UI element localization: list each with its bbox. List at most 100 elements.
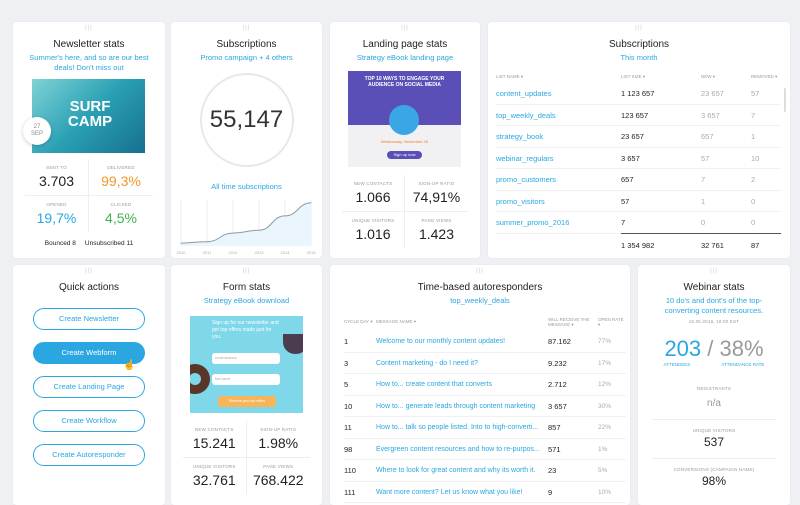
- card-subtitle: Summer's here, and so are our best deals…: [29, 53, 149, 72]
- table-cell: 110: [344, 466, 356, 475]
- card-title: Landing page stats: [362, 39, 448, 50]
- list-name-link[interactable]: webinar_regulars: [496, 153, 554, 163]
- stat-cell: Page views 768.422: [247, 458, 311, 494]
- table-cell: 5: [344, 380, 349, 389]
- quick-action-button[interactable]: Create Newsletter: [33, 308, 145, 330]
- column-header[interactable]: LIST NAME ▾: [496, 73, 524, 79]
- table-cell: 1%: [598, 445, 608, 453]
- drag-handle[interactable]: |||: [710, 268, 718, 274]
- preview-email-field: email address: [212, 352, 280, 364]
- table-cell: 1 123 657: [621, 88, 655, 98]
- drag-handle[interactable]: |||: [242, 25, 251, 31]
- drag-handle[interactable]: |||: [242, 268, 251, 274]
- webinar-stats-card: ||| Webinar stats 10 do's and dont's of …: [638, 265, 790, 505]
- column-header[interactable]: OPEN RATE ▾: [598, 316, 624, 327]
- list-name-link[interactable]: strategy_book: [496, 132, 544, 141]
- attendees-value: 203: [664, 335, 702, 361]
- column-header[interactable]: MESSAGE NAME ▾: [376, 319, 417, 325]
- table-row: webinar_regulars 3 657 57 10: [496, 147, 781, 169]
- table-cell: 657: [621, 175, 634, 184]
- stat-label: Sign-up ratio: [418, 180, 455, 186]
- drag-handle[interactable]: |||: [85, 268, 93, 274]
- table-cell: 57: [701, 153, 710, 163]
- table-cell: 111: [344, 487, 356, 497]
- opened-value: 19,7%: [36, 209, 77, 226]
- table-cell: 30%: [598, 402, 612, 410]
- message-link[interactable]: How to... talk so people listed. Into to…: [376, 424, 539, 431]
- webinar-datetime: 15.05.2016, 18:00 EST: [688, 318, 740, 324]
- column-header[interactable]: WILL RECEIVE THE MESSAGE ▾: [548, 316, 590, 327]
- card-subtitle: Strategy eBook landing page: [356, 53, 454, 62]
- unsubscribed-label: Unsubscribed: [84, 239, 125, 247]
- stat-label: Sent to: [46, 164, 67, 170]
- message-link[interactable]: Evergreen content resources and how to r…: [376, 445, 540, 453]
- date-month: SEP: [30, 131, 43, 137]
- list-name-link[interactable]: promo_customers: [496, 175, 557, 184]
- table-cell: 571: [548, 444, 561, 454]
- drag-handle[interactable]: |||: [85, 25, 93, 31]
- column-header[interactable]: CYCLE DAY ▾: [344, 319, 373, 325]
- column-header[interactable]: NEW ▾: [701, 73, 716, 79]
- table-cell: 3 657: [548, 401, 567, 411]
- quick-action-button[interactable]: Create Landing Page: [33, 376, 145, 398]
- card-subtitle: This month: [620, 53, 658, 62]
- stat-value: 15.241: [192, 434, 236, 451]
- drag-handle[interactable]: |||: [401, 25, 409, 31]
- registrants-label: REGISTRANTS: [696, 385, 732, 391]
- table-row: promo_customers 657 7 2: [496, 169, 781, 191]
- drag-handle[interactable]: |||: [635, 25, 643, 31]
- card-title: Subscriptions: [216, 39, 277, 50]
- drag-handle[interactable]: |||: [476, 268, 484, 274]
- data-point: [258, 229, 260, 231]
- message-link[interactable]: Want more content? Let us know what you …: [376, 488, 523, 496]
- scrollbar[interactable]: [784, 88, 786, 112]
- table-row: 98 Evergreen content resources and how to…: [344, 438, 626, 460]
- message-link[interactable]: Where to look for great content and why …: [376, 467, 536, 474]
- list-name-link[interactable]: top_weekly_deals: [496, 110, 556, 120]
- quick-action-button[interactable]: Create Autoresponder: [33, 444, 145, 466]
- card-subtitle: Strategy eBook download: [203, 296, 290, 305]
- stat-label: Unique visitors: [351, 217, 395, 223]
- list-name-link[interactable]: content_updates: [496, 88, 552, 98]
- stat-label: New contacts: [194, 426, 234, 432]
- newsletter-stats-card: ||| Newsletter stats Summer's here, and …: [13, 22, 165, 258]
- autoresponders-table: CYCLE DAY ▾ MESSAGE NAME ▾ WILL RECEIVE TH…: [344, 314, 626, 504]
- bounced-value: 8: [72, 239, 76, 247]
- quick-action-button[interactable]: Create Workflow: [33, 410, 145, 432]
- message-link[interactable]: Welcome to our monthly content updates!: [376, 337, 506, 345]
- message-link[interactable]: How to... generate leads through content…: [376, 402, 536, 410]
- conversions-label: CONVERSIONS (CAMPAIGN NAME): [673, 466, 755, 472]
- table-row: 11 How to... talk so people listed. Into …: [344, 417, 626, 439]
- card-title: Subscriptions: [608, 39, 670, 50]
- column-header[interactable]: REMOVED ▾: [751, 73, 778, 79]
- list-name-link[interactable]: promo_visitors: [496, 196, 545, 206]
- unique-visitors-value: 537: [652, 435, 776, 459]
- table-cell: 9: [548, 487, 553, 497]
- column-header[interactable]: LIST SIZE ▾: [621, 73, 646, 79]
- message-link[interactable]: Content marketing - do I need it?: [376, 359, 478, 367]
- quick-action-button[interactable]: Create Webform: [33, 342, 145, 364]
- newsletter-image: SURF CAMP: [32, 78, 145, 153]
- table-cell: 0: [751, 218, 756, 227]
- table-cell: 3: [344, 358, 349, 368]
- clicked-value: 4,5%: [105, 209, 137, 226]
- stat-value: 1.066: [355, 188, 391, 205]
- table-cell: 7: [701, 175, 706, 184]
- total-subscriptions: 55,147: [209, 105, 284, 133]
- landing-page-stats-card: ||| Landing page stats Strategy eBook la…: [330, 22, 480, 258]
- stat-label: Sign-up ratio: [260, 426, 297, 432]
- message-link[interactable]: How to... create content that converts: [376, 381, 492, 388]
- surf-camp-logo: SURF CAMP: [67, 97, 113, 130]
- table-cell: 17%: [598, 359, 612, 367]
- stat-cell: New contacts 1.066: [342, 174, 405, 212]
- quick-actions-card: ||| Quick actions Create Newsletter Creat…: [13, 265, 165, 505]
- attendance-rate-value: 38%: [719, 335, 764, 361]
- table-cell: 0: [751, 196, 756, 206]
- chart-caption: All time subscriptions: [211, 181, 282, 191]
- stat-value: 74,91%: [412, 188, 461, 205]
- unsubscribed-value: 11: [126, 239, 134, 247]
- sent-value: 3.703: [38, 172, 75, 189]
- list-name-link[interactable]: summer_promo_2016: [496, 218, 570, 227]
- totals-row: 1 354 982 32 761 87: [496, 232, 781, 258]
- table-cell: 2: [751, 175, 756, 184]
